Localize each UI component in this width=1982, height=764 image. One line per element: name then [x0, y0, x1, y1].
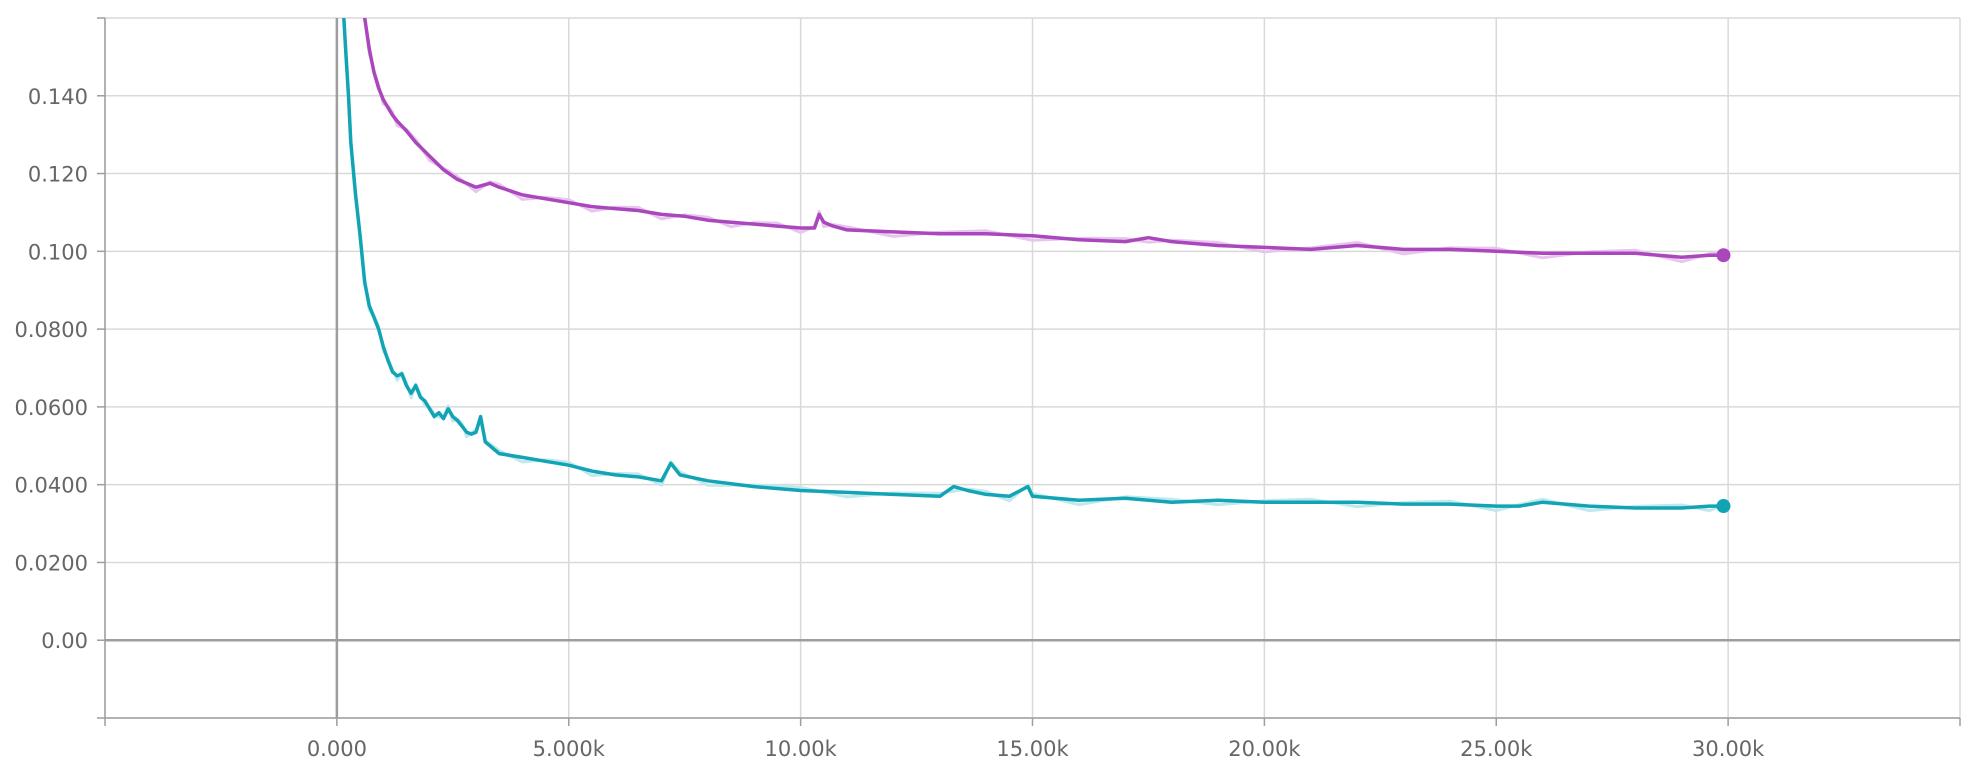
- x-tick-label: 20.00k: [1228, 737, 1301, 761]
- y-tick-label: 0.140: [28, 85, 88, 109]
- y-tick-label: 0.120: [28, 163, 88, 187]
- series-lines: [342, 18, 1726, 513]
- axes: [97, 17, 1961, 726]
- y-tick-label: 0.0400: [15, 474, 88, 498]
- x-tick-label: 5.000k: [533, 737, 606, 761]
- x-tick-label: 30.00k: [1692, 737, 1765, 761]
- y-tick-label: 0.0600: [15, 396, 88, 420]
- y-tick-label: 0.0800: [15, 318, 88, 342]
- series-line: [362, 18, 1726, 259]
- series-line: [342, 18, 1726, 510]
- y-tick-label: 0.100: [28, 240, 88, 264]
- x-tick-label: 10.00k: [764, 737, 837, 761]
- x-tick-label: 15.00k: [996, 737, 1069, 761]
- x-tick-label: 25.00k: [1460, 737, 1533, 761]
- series-raw-line: [342, 18, 1725, 513]
- x-tick-label: 0.000: [307, 737, 367, 761]
- series-raw-line: [363, 18, 1724, 264]
- series-end-point[interactable]: [1716, 248, 1731, 263]
- series-end-point[interactable]: [1716, 499, 1731, 514]
- grid-lines: [104, 17, 1961, 719]
- y-tick-label: 0.0200: [15, 551, 88, 575]
- y-tick-label: 0.00: [41, 629, 88, 653]
- tick-labels: 0.000 5.000k 10.00k 15.00k 20.00k 25.00k 30.00…: [15, 85, 1766, 761]
